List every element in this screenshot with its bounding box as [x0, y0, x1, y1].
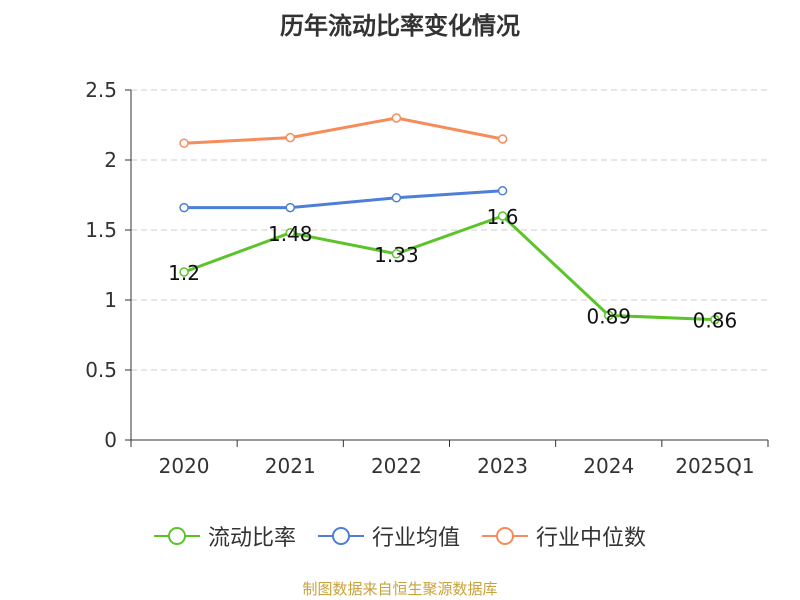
- x-tick-label: 2022: [371, 454, 422, 478]
- source-note: 制图数据来自恒生聚源数据库: [302, 580, 498, 598]
- data-point: [179, 267, 189, 277]
- data-label: 0.86: [693, 309, 738, 333]
- data-point: [391, 193, 402, 203]
- x-tick-label: 2025Q1: [675, 454, 754, 478]
- legend-swatch-current-ratio: [153, 527, 200, 545]
- x-tick-label: 2023: [477, 454, 528, 478]
- x-tick-label: 2024: [583, 454, 634, 478]
- x-tick-label: 2020: [159, 454, 210, 478]
- data-label: 1.33: [374, 243, 419, 267]
- legend-item-industry-mean[interactable]: 行业均值: [317, 520, 460, 552]
- legend-item-industry-median[interactable]: 行业中位数: [482, 520, 646, 552]
- y-tick-label: 1.5: [85, 218, 117, 242]
- data-point: [285, 132, 295, 143]
- data-label: 0.89: [586, 304, 631, 328]
- series-line-2: [184, 116, 503, 145]
- legend-item-current-ratio[interactable]: 流动比率: [153, 520, 296, 552]
- legend-label-industry-median: 行业中位数: [536, 526, 647, 551]
- data-point: [285, 228, 295, 238]
- series-line-1: [184, 189, 503, 210]
- y-tick-label: 0: [104, 428, 117, 452]
- data-point: [710, 314, 720, 325]
- legend-swatch-industry-median: [482, 527, 528, 545]
- data-point: [391, 113, 402, 123]
- y-tick-label: 2: [104, 148, 117, 172]
- legend-swatch-industry-mean: [317, 527, 364, 545]
- data-point: [285, 202, 295, 213]
- y-tick-label: 1: [104, 288, 117, 312]
- data-point: [179, 202, 189, 213]
- data-point: [179, 138, 189, 148]
- series-line-0: [183, 214, 715, 322]
- legend: 流动比率 行业均值 行业中位数: [0, 520, 800, 552]
- x-tick-label: 2021: [265, 454, 316, 478]
- data-point: [497, 134, 508, 144]
- data-point: [497, 211, 508, 221]
- y-tick-label: 2.5: [85, 78, 117, 102]
- data-label: 1.6: [487, 205, 519, 229]
- y-tick-label: 0.5: [85, 358, 117, 382]
- chart-title: 历年流动比率变化情况: [280, 12, 520, 40]
- data-point: [391, 249, 402, 259]
- legend-label-industry-mean: 行业均值: [371, 526, 460, 551]
- data-point: [497, 186, 508, 196]
- legend-label-current-ratio: 流动比率: [207, 526, 296, 551]
- data-point: [604, 310, 614, 321]
- data-label: 1.2: [168, 261, 200, 285]
- data-label: 1.48: [268, 222, 313, 246]
